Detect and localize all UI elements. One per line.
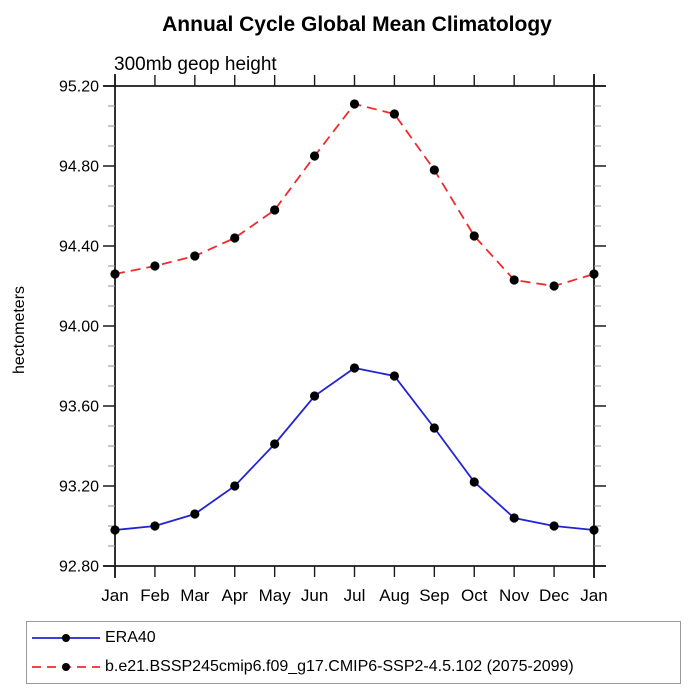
legend-marker [62, 663, 70, 671]
data-point [469, 231, 479, 241]
data-point [309, 151, 320, 161]
legend-line-sample-icon [32, 634, 100, 642]
x-tick-label: Aug [379, 586, 409, 605]
data-point [270, 439, 280, 449]
series-line-1 [114, 102, 595, 287]
legend-item: b.e21.BSSP245cmip6.f09_g17.CMIP6-SSP2-4.… [30, 653, 680, 682]
x-tick-label: Oct [461, 586, 488, 605]
chart-title: Annual Cycle Global Mean Climatology [162, 13, 552, 36]
legend-label: ERA40 [105, 629, 156, 646]
x-tick-label: Mar [180, 586, 210, 605]
y-tick-label: 93.20 [59, 479, 99, 496]
x-tick-label: Jan [580, 586, 607, 605]
data-point [150, 521, 160, 531]
y-tick-label: 92.80 [59, 559, 99, 576]
data-point [429, 423, 439, 433]
y-axis-label: hectometers [11, 286, 28, 374]
data-point [190, 251, 200, 261]
y-tick-label: 94.80 [59, 159, 99, 176]
data-point [389, 371, 400, 381]
legend: ERA40 b.e21.BSSP245cmip6.f09_g17.CMIP6-S… [26, 621, 681, 684]
data-point [549, 281, 559, 291]
legend-line-sample-icon [32, 663, 100, 671]
x-tick-label: Feb [140, 586, 169, 605]
data-point [110, 269, 120, 279]
data-point [150, 261, 160, 271]
data-point [429, 165, 439, 175]
data-point [349, 363, 360, 373]
y-tick-label: 94.40 [59, 239, 99, 256]
data-point [469, 477, 479, 487]
axis-ticks [103, 75, 606, 577]
chart-subtitle: 300mb geop height [114, 54, 277, 75]
legend-label: b.e21.BSSP245cmip6.f09_g17.CMIP6-SSP2-4.… [105, 658, 574, 675]
data-point [389, 109, 400, 119]
axes-frame [103, 74, 606, 578]
y-tick-label: 94.00 [59, 319, 99, 336]
x-tick-label: Jun [301, 586, 328, 605]
data-point [509, 275, 519, 285]
x-tick-label: Jul [344, 586, 366, 605]
tick-labels: Jan Feb Mar Apr May Jun Jul Aug Sep Oct Nov Dec Jan9… [59, 79, 608, 606]
data-point [309, 391, 320, 401]
x-tick-label: Dec [539, 586, 570, 605]
y-tick-label: 95.20 [59, 79, 99, 96]
data-point [270, 205, 280, 215]
plot-area: Annual Cycle Global Mean Climatology 300… [11, 13, 608, 606]
data-point [190, 509, 200, 519]
series-line-0 [114, 367, 595, 531]
data-series [110, 99, 599, 535]
data-point [349, 99, 360, 109]
data-point [589, 525, 599, 535]
data-point [549, 521, 559, 531]
x-tick-label: Jan [101, 586, 128, 605]
y-tick-label: 93.60 [59, 399, 99, 416]
x-tick-label: May [259, 586, 292, 605]
data-point [509, 513, 519, 523]
x-tick-label: Sep [419, 586, 449, 605]
x-tick-label: Nov [499, 586, 530, 605]
data-point [230, 233, 240, 243]
x-tick-label: Apr [222, 586, 249, 605]
legend-marker [62, 634, 70, 642]
data-point [230, 481, 240, 491]
data-point [589, 269, 599, 279]
legend-item: ERA40 [30, 624, 680, 653]
data-point [110, 525, 120, 535]
